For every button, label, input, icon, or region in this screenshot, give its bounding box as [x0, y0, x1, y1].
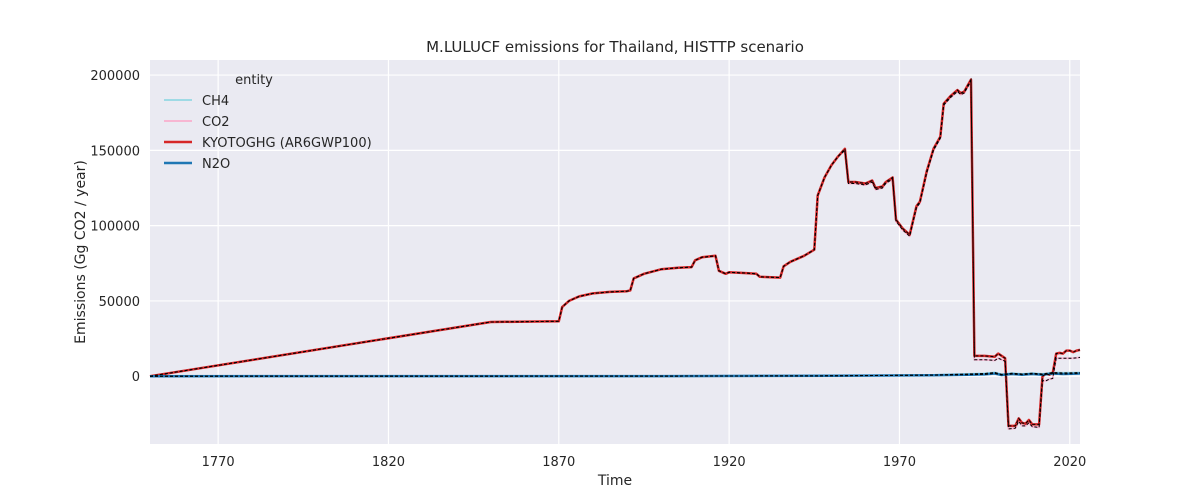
series-overlay-ch4 [150, 371, 1081, 377]
x-tick-label: 1970 [883, 455, 916, 470]
y-ticks: 0 50000 100000 150000 200000 [90, 69, 140, 385]
legend-label-co2: CO2 [202, 115, 230, 130]
y-tick-label: 100000 [90, 220, 140, 235]
x-tick-label: 1870 [542, 455, 575, 470]
y-tick-label: 150000 [90, 144, 140, 159]
chart-title: M.LULUCF emissions for Thailand, HISTTP … [426, 38, 804, 56]
x-ticks: 1770 1820 1870 1920 1970 2020 [202, 455, 1087, 470]
x-tick-label: 1770 [202, 455, 235, 470]
series-lines [149, 77, 1081, 430]
x-tick-label: 2020 [1053, 455, 1086, 470]
legend-label-ch4: CH4 [202, 94, 229, 109]
series-overlay-n2o [149, 372, 1081, 377]
x-axis-label: Time [597, 473, 632, 489]
plot-area [150, 60, 1080, 444]
y-axis-label: Emissions (Gg CO2 / year) [73, 160, 89, 344]
y-tick-label: 50000 [99, 295, 140, 310]
y-tick-label: 200000 [90, 69, 140, 84]
x-tick-label: 1820 [372, 455, 405, 470]
series-overlay-kyotoghg-ar6gwp100 [149, 77, 1081, 427]
legend: entity CH4 CO2 KYOTOGHG (AR6GWP100) N2O [164, 73, 372, 172]
y-tick-label: 0 [132, 370, 140, 385]
legend-label-kyotoghg-ar6gwp100: KYOTOGHG (AR6GWP100) [202, 136, 372, 151]
x-tick-label: 1920 [713, 455, 746, 470]
legend-title: entity [235, 73, 273, 88]
legend-label-n2o: N2O [202, 157, 230, 172]
